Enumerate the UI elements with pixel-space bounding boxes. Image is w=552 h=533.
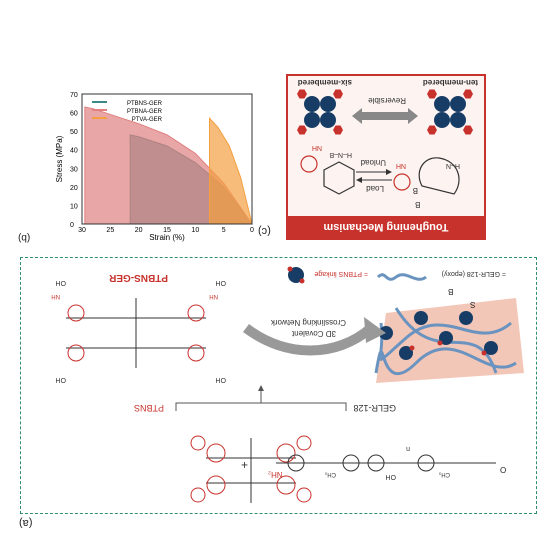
b-atom: B xyxy=(415,200,421,209)
gelr-ch3-1: CH₃ xyxy=(438,471,450,477)
y-tick-label: 0 xyxy=(70,222,74,229)
mechanism-diagram: B H–N NH H–N–B NH Load Unload Reversible… xyxy=(297,78,478,195)
network-label-1: 3D Covalent xyxy=(291,329,336,338)
gelr-label: GELR-128 xyxy=(353,403,396,413)
panel-b-label: (b) xyxy=(18,232,31,243)
x-tick-label: 25 xyxy=(106,227,114,234)
legend-epoxy-line xyxy=(376,273,427,281)
crosslink-arrow xyxy=(243,323,375,356)
panel-a: OH CH₃ CH₃ n + PTBNS GELR-128 xyxy=(19,257,537,529)
y-tick-label: 10 xyxy=(70,203,78,210)
oh-4: OH xyxy=(216,376,227,383)
panel-c: Toughening Mechanism B H–N NH H–N–B NH L… xyxy=(286,74,486,240)
network-image xyxy=(374,298,524,383)
legend-linkage xyxy=(287,266,305,284)
panel-b: 0 5 10 15 20 25 30 0 10 20 30 40 50 60 70 Strain (%) Str… xyxy=(18,62,272,244)
mechanism-title: Toughening Mechanism xyxy=(323,221,449,233)
ptbns-ger-label: PTBNS-GER xyxy=(108,272,168,283)
nh2-label: NH₂ xyxy=(268,470,283,479)
ptbns-molecule xyxy=(190,435,312,503)
hn-label: H–N xyxy=(446,162,460,169)
x-tick-label: 15 xyxy=(163,227,171,234)
nh2-left: NH xyxy=(396,162,406,169)
panel-c-label: (c) xyxy=(258,225,271,237)
panel-a-label: (a) xyxy=(19,517,33,529)
legend-linkage-text: = PTBNS linkage xyxy=(314,270,368,277)
gelr-ch3-2: CH₃ xyxy=(324,471,336,477)
synthesis-scheme: OH CH₃ CH₃ n + PTBNS GELR-128 xyxy=(51,266,524,503)
reversible-arrow xyxy=(362,112,408,120)
y-tick-label: 40 xyxy=(70,148,78,155)
cluster-six-membered xyxy=(297,89,343,135)
reversible-label: Reversible xyxy=(368,96,406,105)
oh-2: OH xyxy=(216,279,227,286)
oh-3: OH xyxy=(56,376,67,383)
nh-1: NH xyxy=(51,293,60,299)
nh2-right: NH xyxy=(312,144,322,151)
network-label-2: Crosslinking Network xyxy=(270,318,346,327)
s-label: S xyxy=(470,300,476,309)
ring-ten-membered xyxy=(393,157,460,195)
ptbns-label: PTBNS xyxy=(134,403,164,413)
y-tick-label: 60 xyxy=(70,111,78,118)
six-membered-label: six-membered xyxy=(298,78,352,87)
gelr-molecule: OH CH₃ CH₃ n xyxy=(276,445,496,480)
gelr-n-sub: n xyxy=(406,445,410,452)
y-tick-label: 50 xyxy=(70,129,78,136)
legend-epoxy-text: = GELR-128 (epoxy) xyxy=(442,270,506,277)
mechanism-title-bar: Toughening Mechanism xyxy=(288,216,484,238)
x-axis-label: Strain (%) xyxy=(149,233,185,242)
unload-label: Unload xyxy=(361,158,386,167)
load-label: Load xyxy=(366,184,384,193)
cluster-ten-membered xyxy=(427,89,473,135)
x-tick-label: 0 xyxy=(250,227,254,234)
x-tick-label: 20 xyxy=(135,227,143,234)
b-atom-left: B xyxy=(413,186,418,195)
y-tick-label: 20 xyxy=(70,185,78,192)
x-tick-label: 10 xyxy=(191,227,199,234)
plus-sign: + xyxy=(241,458,248,472)
ten-membered-label: ten-membered xyxy=(423,78,478,87)
o-label: O xyxy=(500,465,507,474)
hnb-label: H–N–B xyxy=(329,151,352,158)
x-tick-label: 30 xyxy=(78,227,86,234)
combine-bracket xyxy=(175,402,347,411)
legend-entry: PTBNA-GER xyxy=(127,109,163,115)
y-tick-label: 30 xyxy=(70,166,78,173)
ring-six-membered xyxy=(300,155,355,195)
y-tick-label: 70 xyxy=(70,92,78,99)
b-label: B xyxy=(448,287,454,296)
oh-1: OH xyxy=(56,279,67,286)
x-tick-label: 5 xyxy=(222,227,226,234)
ptbns-ger-molecule xyxy=(66,298,206,368)
nh-2: NH xyxy=(209,293,218,299)
stress-strain-chart: 0 5 10 15 20 25 30 0 10 20 30 40 50 60 70 Strain (%) Str… xyxy=(55,92,254,242)
area-ptva-ger xyxy=(209,116,253,225)
legend-entry: PTBNS-GER xyxy=(127,101,163,107)
plot-frame xyxy=(81,93,253,225)
gelr-oh: OH xyxy=(386,473,397,480)
legend-entry: PTVA-GER xyxy=(132,117,163,123)
y-axis-label: Stress (MPa) xyxy=(55,135,64,182)
